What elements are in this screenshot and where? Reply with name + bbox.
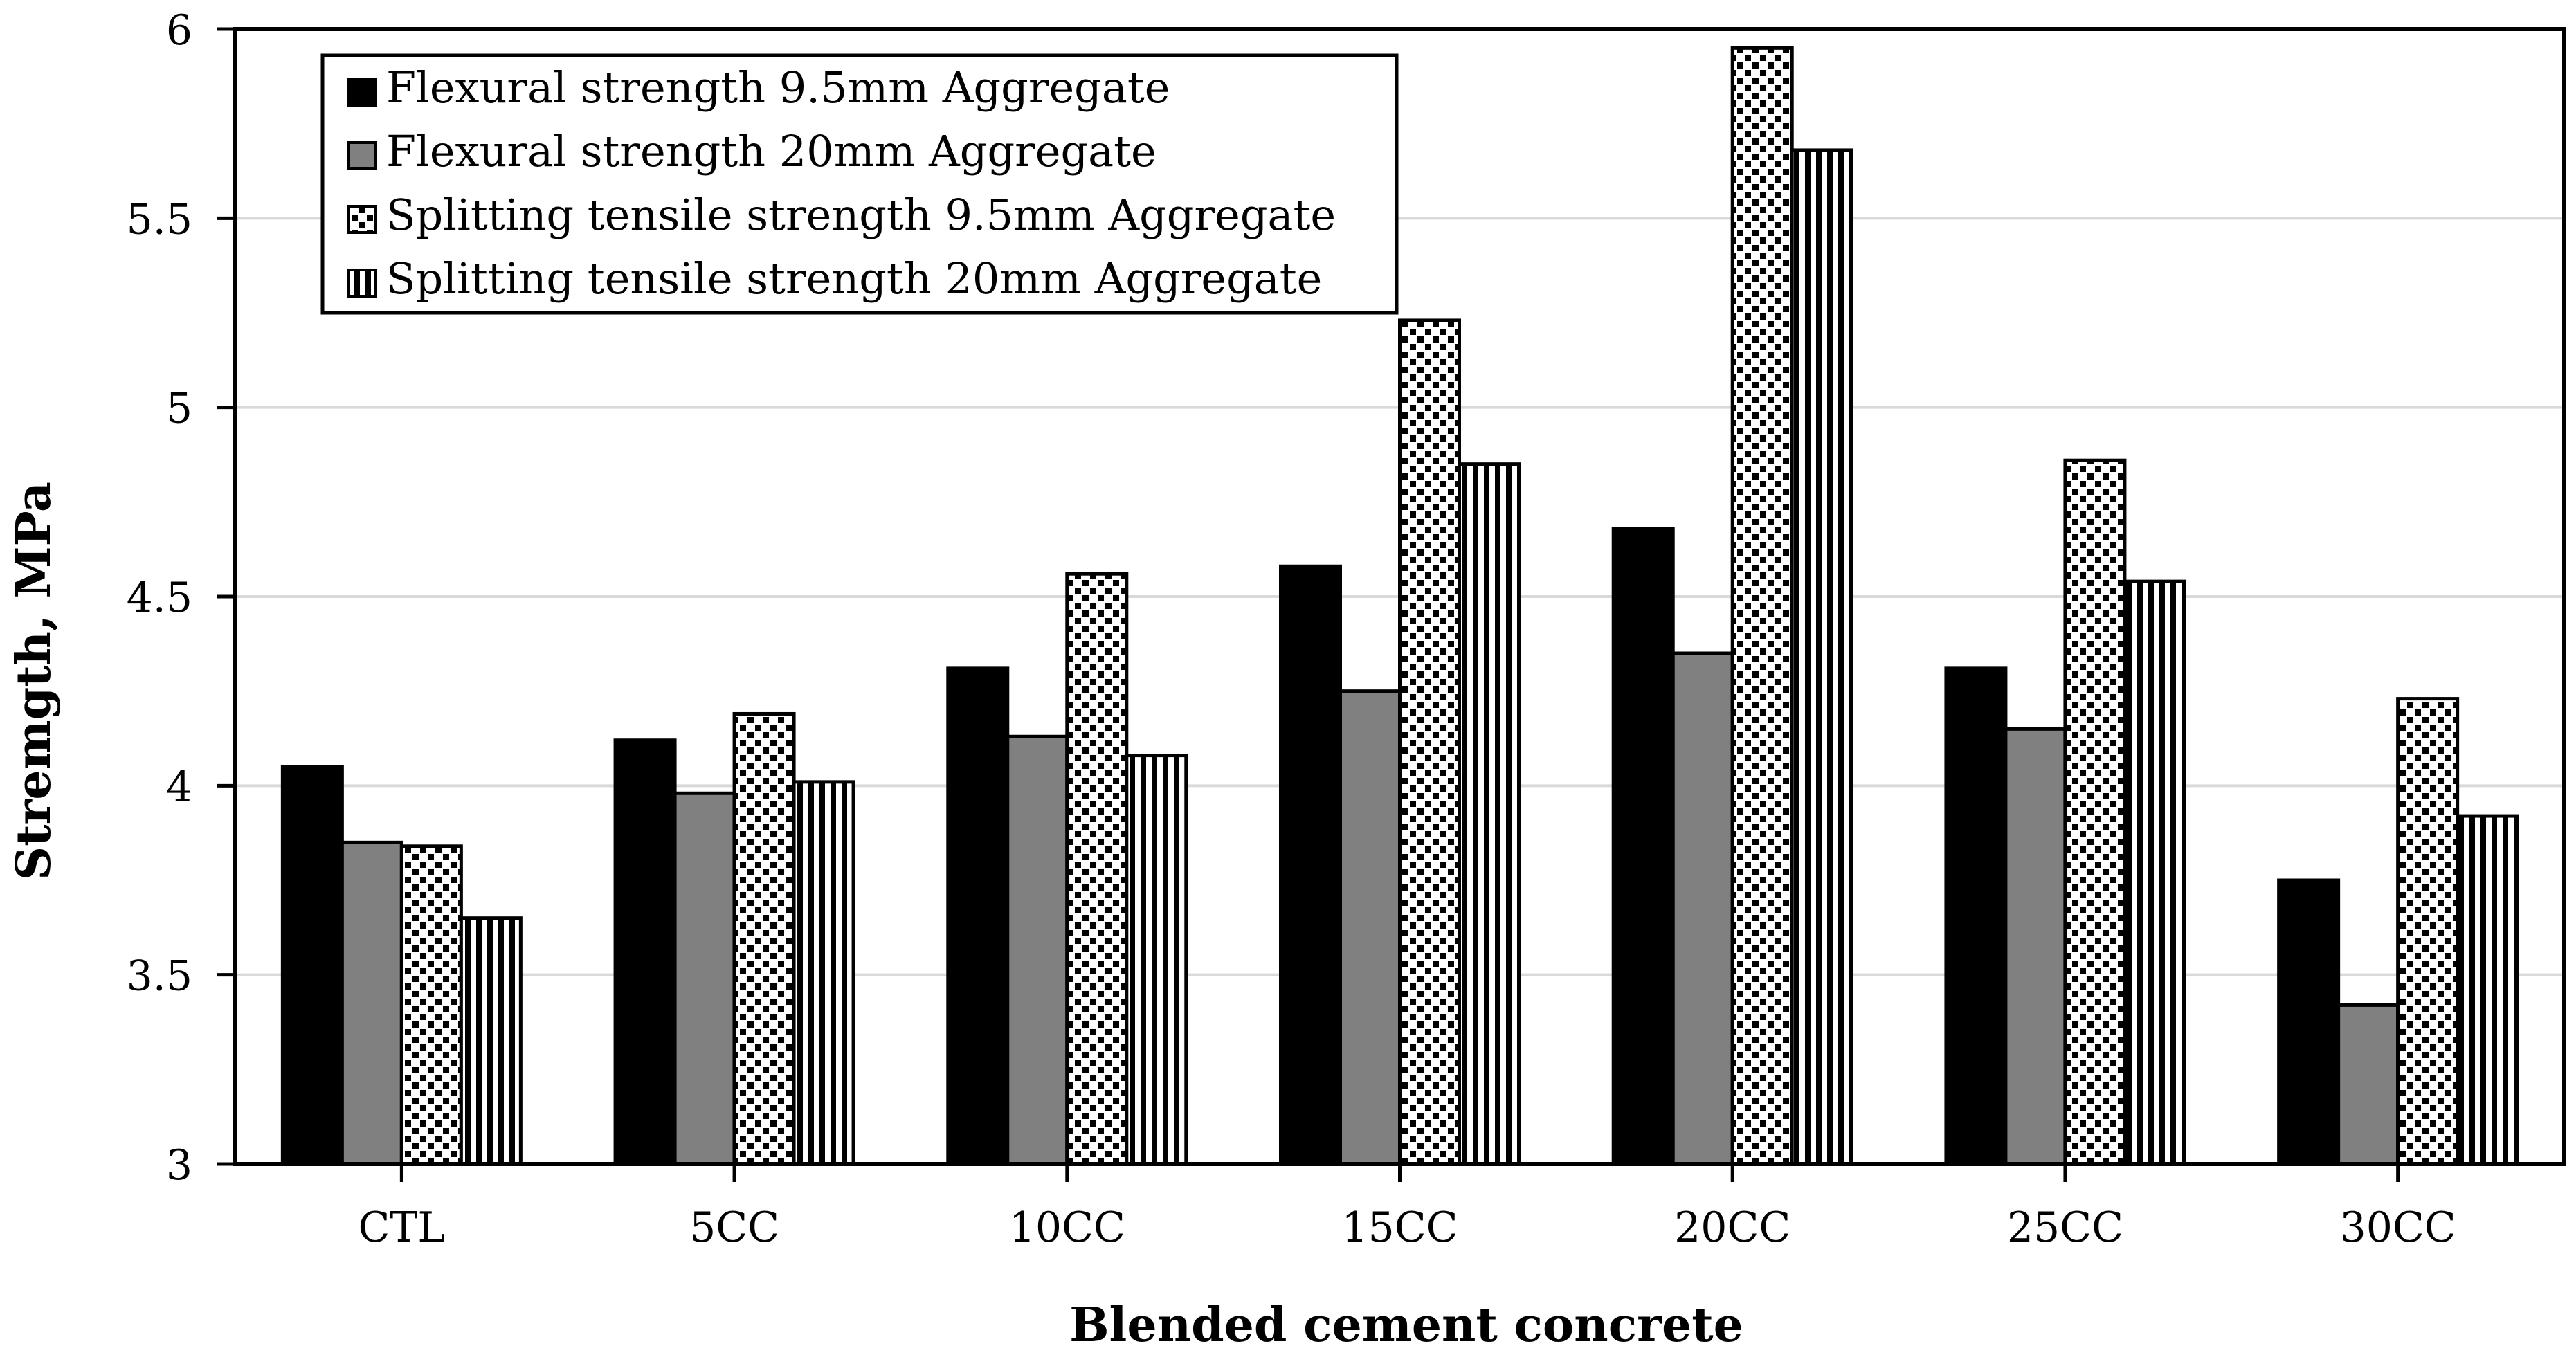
bar-30cc-series-2 <box>2337 1003 2400 1166</box>
bar-10cc-series-1 <box>946 666 1010 1166</box>
bar-25cc-series-2 <box>2004 727 2067 1166</box>
bar-30cc-series-1 <box>2277 878 2341 1166</box>
bar-ctl-series-2 <box>340 840 403 1166</box>
bar-30cc-series-3 <box>2396 697 2460 1166</box>
bar-15cc-series-4 <box>1458 462 1521 1166</box>
bar-20cc-series-1 <box>1611 527 1675 1166</box>
y-tick-label: 4 <box>166 763 192 811</box>
x-tick-label: 20CC <box>1674 1203 1790 1252</box>
bar-20cc-series-4 <box>1790 148 1853 1166</box>
y-tick-label: 6 <box>166 6 192 55</box>
y-axis-title: Stremgth, MPa <box>6 482 62 880</box>
legend-box <box>320 53 1399 315</box>
legend-label: Splitting tensile strength 20mm Aggregat… <box>386 253 1322 304</box>
x-tick-label: 5CC <box>689 1203 779 1252</box>
x-tick-label: 30CC <box>2340 1203 2456 1252</box>
bar-5cc-series-3 <box>732 711 796 1166</box>
x-tick-label: 10CC <box>1009 1203 1125 1252</box>
bar-10cc-series-3 <box>1065 572 1129 1166</box>
y-tick-label: 4.5 <box>127 574 192 622</box>
bar-30cc-series-4 <box>2456 814 2519 1166</box>
bar-5cc-series-1 <box>613 738 677 1166</box>
bar-10cc-series-4 <box>1125 754 1188 1166</box>
bar-25cc-series-3 <box>2063 458 2127 1166</box>
bar-ctl-series-1 <box>280 765 344 1166</box>
legend-label: Flexural strength 20mm Aggregate <box>386 126 1157 176</box>
bar-20cc-series-2 <box>1671 651 1734 1166</box>
bar-10cc-series-2 <box>1006 734 1069 1166</box>
bar-5cc-series-4 <box>792 780 855 1166</box>
bar-15cc-series-3 <box>1398 318 1461 1166</box>
x-tick-label: 15CC <box>1341 1203 1458 1252</box>
y-tick-label: 5 <box>166 385 192 433</box>
legend-swatch <box>347 78 377 107</box>
axes <box>217 27 2566 1182</box>
legend-label: Flexural strength 9.5mm Aggregate <box>386 62 1170 113</box>
legend-swatch <box>347 205 377 234</box>
bar-ctl-series-3 <box>399 844 463 1166</box>
y-tick-label: 5.5 <box>127 195 192 244</box>
y-tick-label: 3.5 <box>127 952 192 1001</box>
bars <box>280 46 2519 1166</box>
legend: Flexural strength 9.5mm Aggregate Flexura… <box>320 53 1399 315</box>
bar-15cc-series-2 <box>1339 689 1402 1166</box>
tick-labels: 3 3.5 4 4.5 5 5.5 6 CTL 5CC 10CC 15CC 20CC 25CC 30CC <box>127 6 2456 1252</box>
bar-25cc-series-1 <box>1944 666 2008 1166</box>
x-axis-title: Blended cement concrete <box>1069 1298 1743 1353</box>
bar-25cc-series-4 <box>2123 579 2186 1166</box>
x-tick-label: CTL <box>358 1203 445 1252</box>
bar-15cc-series-1 <box>1279 564 1342 1166</box>
bar-20cc-series-3 <box>1730 46 1794 1166</box>
y-tick-label: 3 <box>166 1141 192 1190</box>
bar-5cc-series-2 <box>673 791 736 1166</box>
legend-swatch <box>347 269 377 298</box>
bar-ctl-series-4 <box>459 916 523 1166</box>
legend-label: Splitting tensile strength 9.5mm Aggrega… <box>386 190 1336 240</box>
x-tick-label: 25CC <box>2007 1203 2123 1252</box>
legend-swatch <box>347 141 377 170</box>
